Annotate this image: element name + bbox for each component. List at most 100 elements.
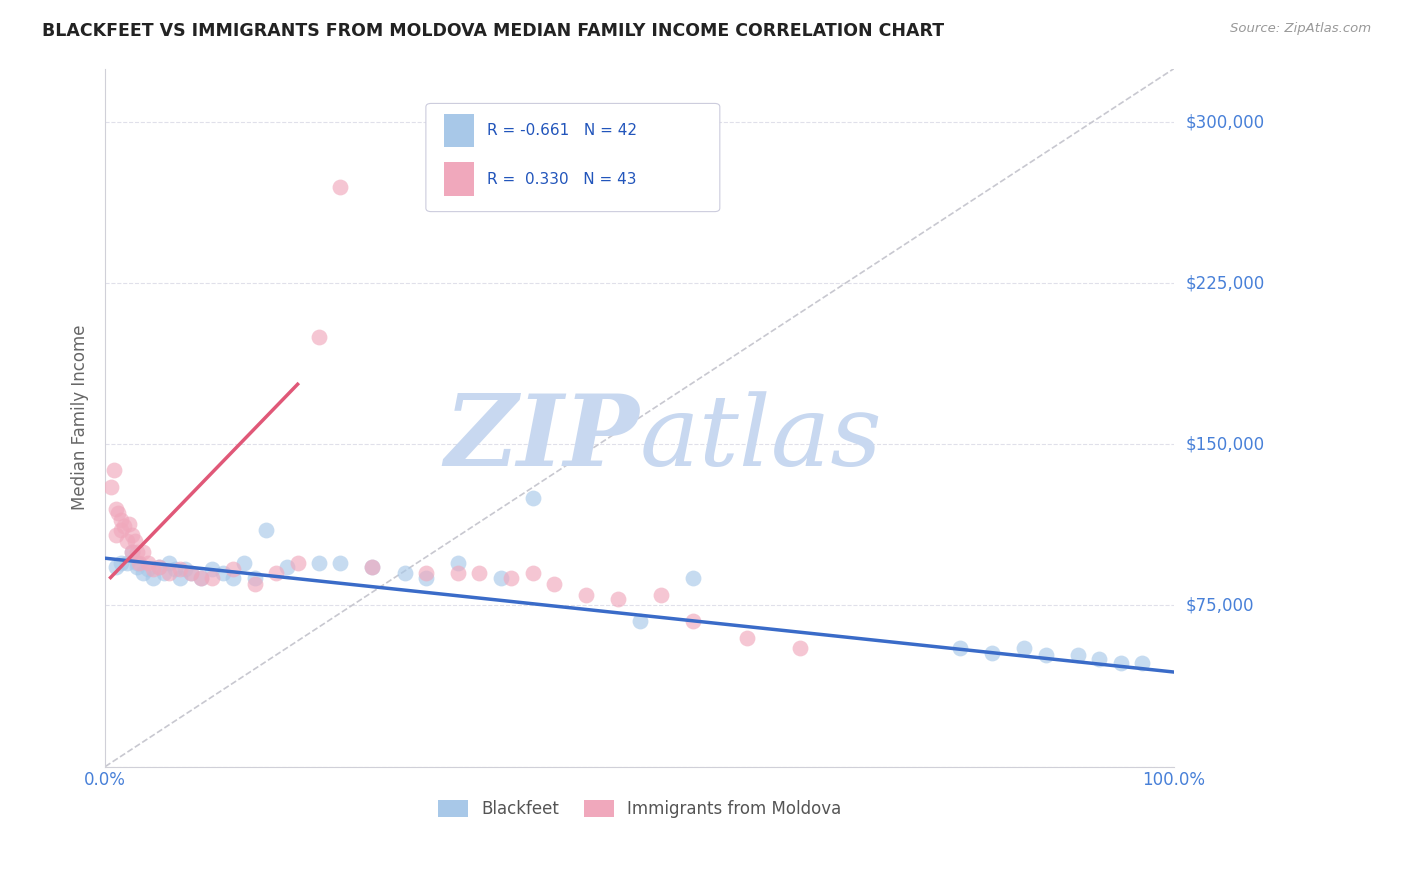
Point bbox=[789, 641, 811, 656]
Point bbox=[115, 534, 138, 549]
Point bbox=[104, 501, 127, 516]
Point bbox=[136, 562, 159, 576]
Point bbox=[131, 545, 153, 559]
Point bbox=[308, 556, 330, 570]
Bar bbox=[444, 114, 474, 147]
Point bbox=[114, 519, 136, 533]
Point bbox=[148, 559, 170, 574]
Point bbox=[415, 566, 437, 581]
Point bbox=[190, 570, 212, 584]
Point bbox=[501, 570, 523, 584]
Point bbox=[104, 559, 127, 574]
Point bbox=[735, 631, 758, 645]
Point bbox=[174, 562, 197, 576]
Text: $225,000: $225,000 bbox=[1185, 275, 1264, 293]
Point bbox=[1130, 657, 1153, 671]
Point bbox=[157, 556, 180, 570]
Point bbox=[121, 545, 143, 559]
Point bbox=[222, 562, 245, 576]
Point bbox=[121, 527, 143, 541]
Point bbox=[1088, 652, 1111, 666]
Point bbox=[522, 491, 544, 505]
Point bbox=[682, 614, 704, 628]
Point bbox=[447, 566, 470, 581]
Text: BLACKFEET VS IMMIGRANTS FROM MOLDOVA MEDIAN FAMILY INCOME CORRELATION CHART: BLACKFEET VS IMMIGRANTS FROM MOLDOVA MED… bbox=[42, 22, 945, 40]
Text: R = -0.661   N = 42: R = -0.661 N = 42 bbox=[486, 123, 637, 138]
Y-axis label: Median Family Income: Median Family Income bbox=[72, 325, 89, 510]
Point bbox=[308, 330, 330, 344]
Point bbox=[211, 566, 233, 581]
Point bbox=[142, 562, 165, 576]
Point bbox=[468, 566, 491, 581]
Point bbox=[276, 559, 298, 574]
FancyBboxPatch shape bbox=[426, 103, 720, 211]
Point bbox=[415, 570, 437, 584]
Point bbox=[981, 646, 1004, 660]
Point bbox=[103, 463, 125, 477]
Point bbox=[361, 559, 384, 574]
Point bbox=[100, 480, 122, 494]
Point bbox=[243, 577, 266, 591]
Point bbox=[157, 566, 180, 581]
Point bbox=[127, 556, 149, 570]
Point bbox=[575, 588, 598, 602]
Point bbox=[110, 524, 132, 538]
Bar bbox=[444, 162, 474, 196]
Point bbox=[394, 566, 416, 581]
Text: $300,000: $300,000 bbox=[1185, 113, 1264, 131]
Point bbox=[1035, 648, 1057, 662]
Point bbox=[148, 559, 170, 574]
Point bbox=[329, 179, 352, 194]
Point bbox=[104, 527, 127, 541]
Point bbox=[1067, 648, 1090, 662]
Point bbox=[180, 566, 202, 581]
Point bbox=[1109, 657, 1132, 671]
Point bbox=[142, 570, 165, 584]
Point bbox=[131, 566, 153, 581]
Point bbox=[628, 614, 651, 628]
Point bbox=[118, 516, 141, 531]
Text: R =  0.330   N = 43: R = 0.330 N = 43 bbox=[486, 172, 637, 186]
Point bbox=[190, 570, 212, 584]
Point bbox=[522, 566, 544, 581]
Point bbox=[201, 570, 224, 584]
Point bbox=[128, 556, 150, 570]
Point bbox=[543, 577, 565, 591]
Point bbox=[163, 562, 186, 576]
Text: $150,000: $150,000 bbox=[1185, 435, 1264, 453]
Point bbox=[361, 559, 384, 574]
Point bbox=[107, 506, 129, 520]
Legend: Blackfeet, Immigrants from Moldova: Blackfeet, Immigrants from Moldova bbox=[432, 793, 848, 824]
Point bbox=[124, 534, 146, 549]
Point bbox=[949, 641, 972, 656]
Point bbox=[136, 556, 159, 570]
Point bbox=[127, 545, 149, 559]
Point bbox=[329, 556, 352, 570]
Point bbox=[110, 556, 132, 570]
Point bbox=[180, 566, 202, 581]
Point bbox=[127, 559, 149, 574]
Text: $75,000: $75,000 bbox=[1185, 597, 1254, 615]
Point bbox=[287, 556, 309, 570]
Point bbox=[447, 556, 470, 570]
Point bbox=[121, 545, 143, 559]
Point bbox=[489, 570, 512, 584]
Point bbox=[254, 524, 277, 538]
Text: atlas: atlas bbox=[640, 391, 883, 486]
Point bbox=[682, 570, 704, 584]
Point bbox=[607, 592, 630, 607]
Text: Source: ZipAtlas.com: Source: ZipAtlas.com bbox=[1230, 22, 1371, 36]
Point bbox=[264, 566, 287, 581]
Point bbox=[233, 556, 256, 570]
Point bbox=[110, 512, 132, 526]
Point bbox=[1014, 641, 1036, 656]
Point bbox=[153, 566, 176, 581]
Point bbox=[650, 588, 672, 602]
Point bbox=[222, 570, 245, 584]
Point bbox=[169, 570, 191, 584]
Point bbox=[169, 562, 191, 576]
Text: ZIP: ZIP bbox=[444, 390, 640, 487]
Point bbox=[243, 570, 266, 584]
Point bbox=[201, 562, 224, 576]
Point bbox=[115, 556, 138, 570]
